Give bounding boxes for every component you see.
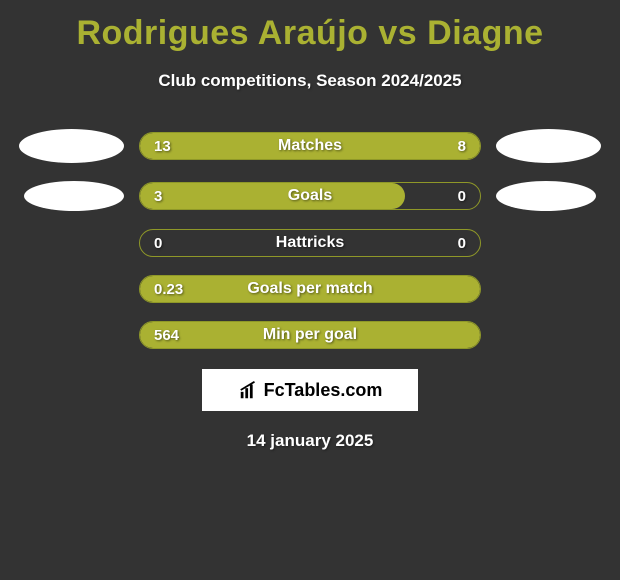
- player-left-avatar: [19, 129, 124, 163]
- stat-label: Matches: [278, 137, 342, 155]
- player-right-avatar-2: [496, 181, 596, 211]
- stat-label: Min per goal: [263, 326, 357, 344]
- player-left-avatar-2: [24, 181, 124, 211]
- subtitle: Club competitions, Season 2024/2025: [0, 71, 620, 91]
- stat-bar: 564 Min per goal: [139, 321, 481, 349]
- page-title: Rodrigues Araújo vs Diagne: [0, 14, 620, 53]
- stat-label: Hattricks: [276, 234, 344, 252]
- stat-bar: 0 0 Hattricks: [139, 229, 481, 257]
- stat-row-hattricks: 0 0 Hattricks: [0, 229, 620, 257]
- stat-row-goals: 3 0 Goals: [0, 181, 620, 211]
- stat-label: Goals: [288, 187, 332, 205]
- chart-icon: [238, 379, 260, 401]
- stat-bar: 0.23 Goals per match: [139, 275, 481, 303]
- stat-label: Goals per match: [247, 280, 372, 298]
- stat-bar: 3 0 Goals: [139, 182, 481, 210]
- left-value: 0: [154, 235, 162, 252]
- date-label: 14 january 2025: [0, 431, 620, 451]
- logo-text: FcTables.com: [264, 380, 383, 401]
- left-value: 3: [154, 188, 162, 205]
- stat-row-mpg: 564 Min per goal: [0, 321, 620, 349]
- stat-row-matches: 13 8 Matches: [0, 129, 620, 163]
- left-value: 564: [154, 327, 179, 344]
- right-value: 0: [458, 188, 466, 205]
- left-value: 0.23: [154, 281, 183, 298]
- comparison-infographic: Rodrigues Araújo vs Diagne Club competit…: [0, 0, 620, 451]
- left-value: 13: [154, 138, 171, 155]
- stat-bar: 13 8 Matches: [139, 132, 481, 160]
- stat-row-gpm: 0.23 Goals per match: [0, 275, 620, 303]
- right-value: 8: [458, 138, 466, 155]
- player-right-avatar: [496, 129, 601, 163]
- source-logo: FcTables.com: [202, 369, 418, 411]
- right-value: 0: [458, 235, 466, 252]
